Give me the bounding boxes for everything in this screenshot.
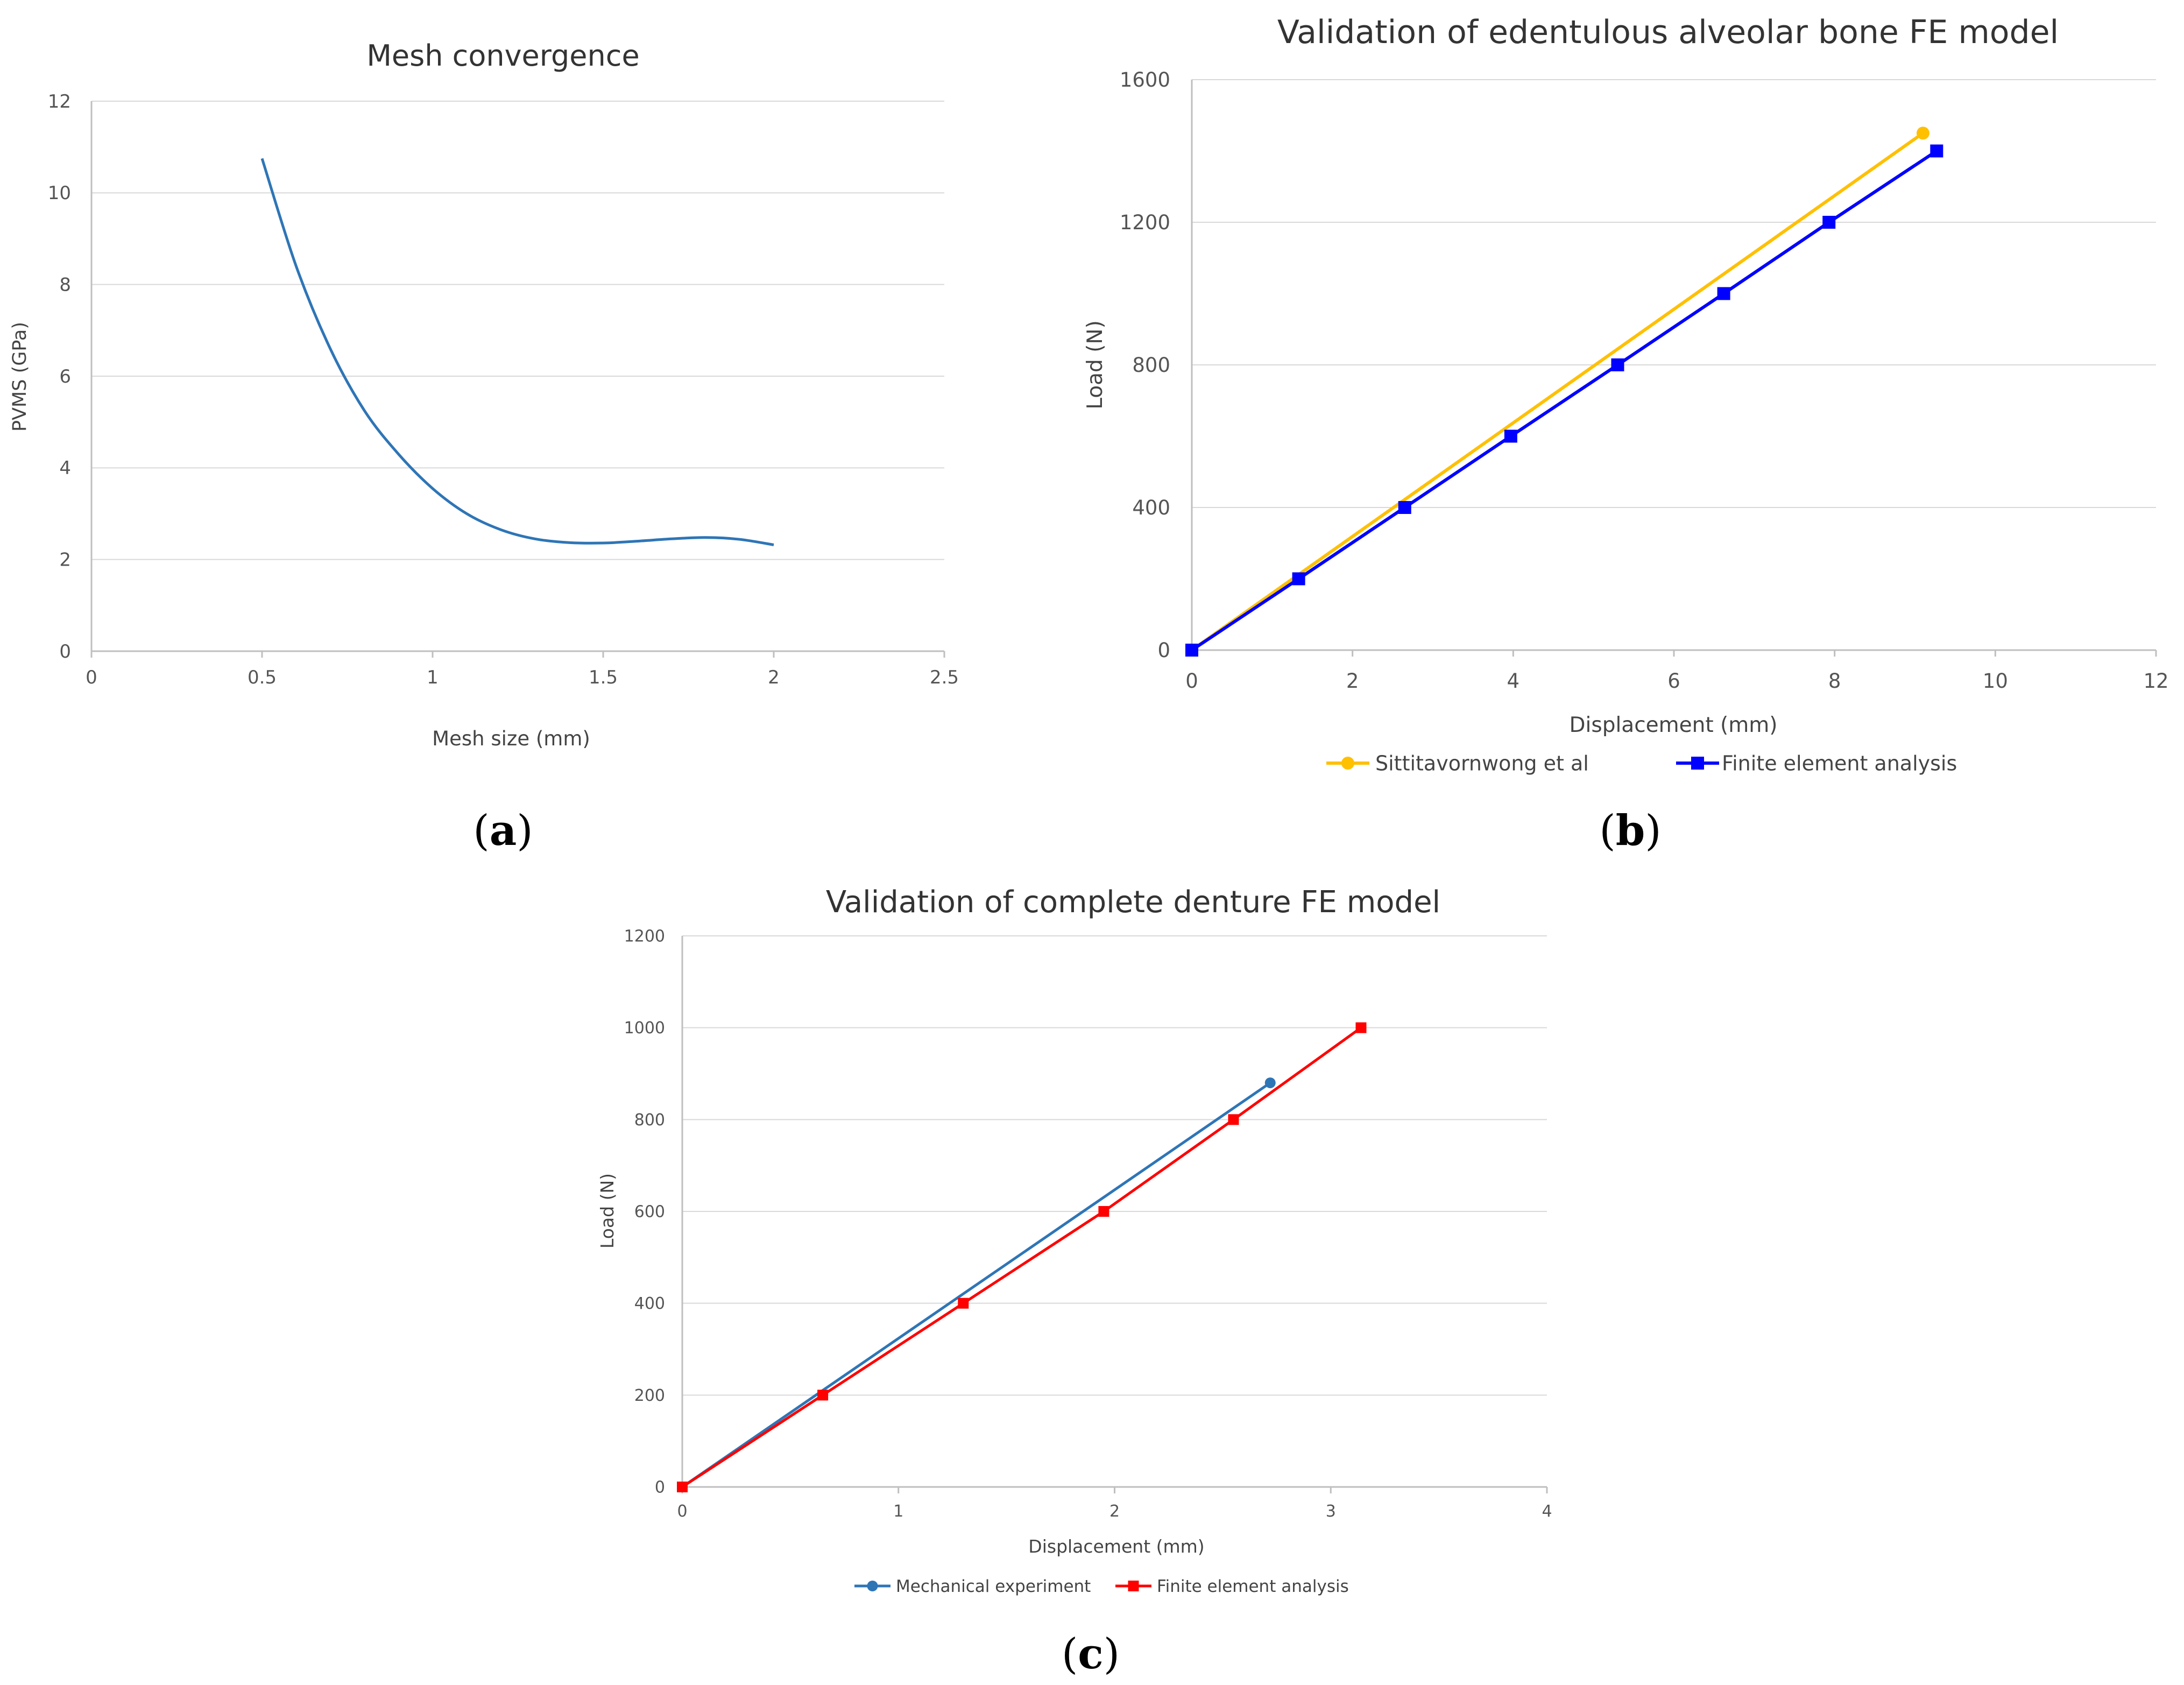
chart-b: 0 2 4 6 8 10 12 0 400 800 1200 1600 Validation of ed…	[1083, 13, 2169, 855]
x-tick-label: 6	[1667, 669, 1680, 693]
panel-label: (b)	[1599, 806, 1661, 855]
x-tick-label: 12	[2143, 669, 2168, 693]
data-point	[1717, 287, 1730, 300]
y-tick-label: 800	[1132, 354, 1170, 377]
chart-c: 0 1 2 3 4 0 200 400 600 800 1000 1200 Validation of …	[597, 885, 1552, 1679]
panel-letter: c	[1078, 1630, 1104, 1679]
series-line-1	[681, 1026, 1362, 1489]
series-line-0	[260, 158, 774, 546]
data-point	[1292, 572, 1305, 586]
chart-title: Mesh convergence	[366, 39, 639, 73]
legend-marker	[1128, 1581, 1139, 1591]
data-point	[817, 1390, 829, 1401]
y-tick-label: 8	[59, 274, 71, 296]
x-tick-label: 0	[1185, 669, 1198, 693]
y-tick-label: 200	[634, 1386, 665, 1405]
data-point	[1185, 644, 1198, 657]
y-tick-label: 0	[1157, 639, 1170, 662]
x-tick-label: 2	[1109, 1502, 1120, 1521]
y-tick-label: 400	[634, 1294, 665, 1313]
legend-label: Finite element analysis	[1157, 1577, 1349, 1596]
data-point	[1930, 144, 1943, 158]
chart-title: Validation of edentulous alveolar bone F…	[1277, 13, 2059, 51]
x-tick-label: 2	[768, 667, 780, 688]
legend-marker	[1341, 757, 1354, 770]
x-axis-title: Displacement (mm)	[1570, 713, 1778, 737]
x-tick-label: 4	[1542, 1502, 1552, 1521]
panel-label: (c)	[1062, 1630, 1120, 1679]
x-tick-label: 2	[1346, 669, 1359, 693]
y-tick-label: 1200	[1120, 211, 1170, 234]
y-tick-label: 600	[634, 1203, 665, 1222]
y-tick-label: 400	[1132, 496, 1170, 519]
x-tick-label: 0.5	[248, 667, 277, 688]
y-tick-label: 1200	[624, 927, 665, 946]
y-tick-label: 6	[59, 366, 71, 387]
x-tick-label: 1	[427, 667, 439, 688]
legend-label: Sittitavornwong et al	[1375, 752, 1589, 775]
x-tick-label: 0	[86, 667, 97, 688]
chart-title: Validation of complete denture FE model	[826, 885, 1440, 920]
panel-letter: a	[490, 806, 517, 855]
data-point	[1611, 358, 1624, 371]
chart-a: 0 0.5 1 1.5 2 2.5 0 2 4 6 8 10 12 Mesh convergence Mes…	[9, 39, 959, 855]
panel-letter: b	[1616, 806, 1645, 855]
data-point	[958, 1298, 969, 1309]
x-tick-label: 2.5	[930, 667, 959, 688]
y-tick-label: 0	[59, 641, 71, 662]
x-tick-label: 8	[1828, 669, 1841, 693]
x-tick-label: 1	[893, 1502, 903, 1521]
data-point	[1098, 1206, 1109, 1217]
y-tick-label: 12	[48, 91, 71, 112]
y-tick-label: 1600	[1120, 68, 1170, 91]
data-point	[1355, 1022, 1367, 1033]
series-line-0	[1191, 131, 1924, 652]
panel-label: (a)	[473, 806, 533, 855]
y-tick-label: 4	[59, 457, 71, 479]
y-tick-label: 2	[59, 549, 71, 571]
series-line-1	[1191, 149, 1938, 652]
data-point	[1822, 216, 1836, 229]
y-tick-label: 1000	[624, 1019, 665, 1038]
data-point	[1264, 1077, 1276, 1089]
y-axis-title: Load (N)	[1083, 320, 1107, 410]
data-point	[1504, 429, 1517, 443]
data-point	[1916, 126, 1929, 140]
data-point	[1398, 501, 1411, 514]
x-axis-title: Mesh size (mm)	[432, 727, 590, 750]
legend-marker	[1691, 757, 1704, 770]
y-axis-title: PVMS (GPa)	[9, 322, 31, 432]
x-tick-label: 1.5	[589, 667, 618, 688]
y-axis-title: Load (N)	[597, 1173, 618, 1249]
legend-marker	[867, 1581, 878, 1591]
data-point	[1228, 1114, 1239, 1125]
y-tick-label: 800	[634, 1111, 665, 1130]
x-tick-label: 4	[1507, 669, 1520, 693]
y-tick-label: 0	[655, 1478, 665, 1497]
x-tick-label: 0	[677, 1502, 687, 1521]
x-tick-label: 10	[1983, 669, 2008, 693]
legend-label: Mechanical experiment	[896, 1577, 1091, 1596]
x-axis-title: Displacement (mm)	[1028, 1536, 1204, 1557]
x-tick-label: 3	[1326, 1502, 1336, 1521]
series-line-0	[681, 1082, 1271, 1489]
y-tick-label: 10	[48, 182, 71, 204]
data-point	[677, 1482, 688, 1492]
legend-label: Finite element analysis	[1722, 752, 1957, 775]
